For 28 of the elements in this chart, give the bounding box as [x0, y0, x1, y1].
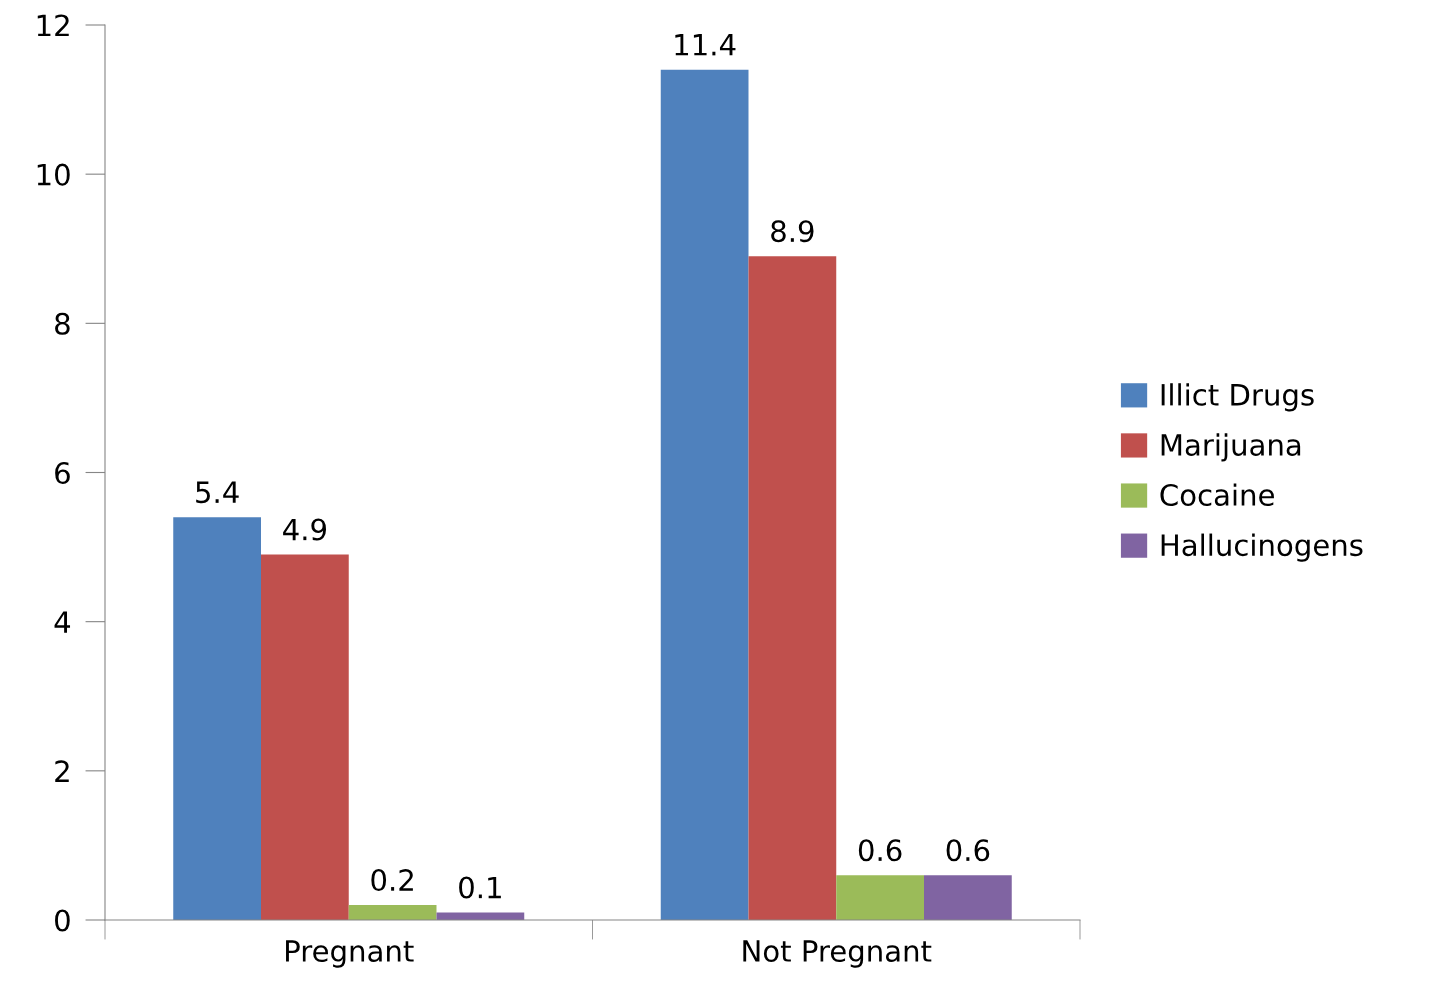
bar — [748, 256, 837, 920]
legend-label: Illict Drugs — [1161, 383, 1314, 412]
data-label: 0.1 — [459, 876, 501, 899]
data-label: 0.6 — [946, 839, 990, 862]
y-tick-label: 4 — [54, 611, 71, 633]
data-label: 5.4 — [196, 481, 239, 504]
data-label: 4.9 — [283, 518, 327, 541]
bar — [924, 875, 1012, 920]
bar — [836, 875, 924, 920]
y-tick-label: 12 — [37, 14, 69, 37]
legend-label: Cocaine — [1160, 483, 1274, 507]
data-label: 0.2 — [371, 869, 413, 892]
data-label: 11.4 — [675, 34, 736, 56]
bar — [261, 554, 349, 920]
x-tick-label: Not Pregnant — [743, 940, 932, 968]
y-tick-label: 6 — [55, 461, 70, 484]
y-tick-label: 2 — [55, 760, 69, 782]
y-tick-label: 10 — [37, 163, 70, 186]
y-tick-label: 8 — [55, 312, 70, 335]
bar — [173, 517, 261, 920]
data-label: 0.6 — [858, 839, 902, 862]
x-tick-label: Pregnant — [286, 940, 414, 968]
legend-label: Marijuana — [1161, 433, 1301, 462]
bar — [660, 69, 749, 920]
y-tick-label: 0 — [55, 909, 70, 932]
legend-label: Hallucinogens — [1161, 533, 1363, 562]
data-label: 8.9 — [771, 220, 814, 243]
bar — [348, 905, 437, 920]
